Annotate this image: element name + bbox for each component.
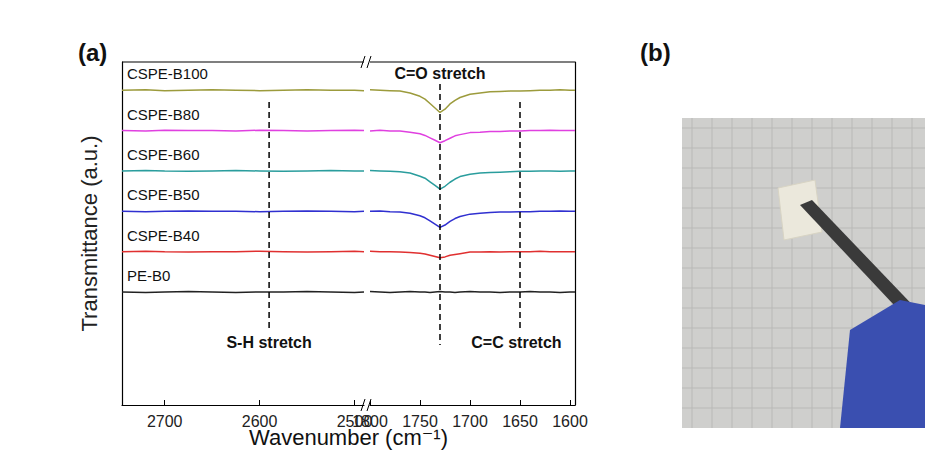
svg-text:CSPE-B100: CSPE-B100 bbox=[127, 65, 208, 82]
svg-text:C=O stretch: C=O stretch bbox=[394, 65, 485, 82]
svg-text:1600: 1600 bbox=[552, 413, 588, 430]
svg-text:Transmittance (a.u.): Transmittance (a.u.) bbox=[77, 135, 102, 331]
svg-text:CSPE-B60: CSPE-B60 bbox=[127, 146, 200, 163]
svg-text:(a): (a) bbox=[78, 39, 107, 66]
svg-text:2700: 2700 bbox=[147, 413, 183, 430]
svg-text:1800: 1800 bbox=[352, 412, 388, 430]
svg-text:CSPE-B50: CSPE-B50 bbox=[127, 186, 200, 203]
svg-text:C=C stretch: C=C stretch bbox=[471, 334, 561, 351]
svg-text:S-H stretch: S-H stretch bbox=[226, 334, 311, 351]
svg-text:CSPE-B80: CSPE-B80 bbox=[127, 106, 200, 123]
svg-text:CSPE-B40: CSPE-B40 bbox=[127, 227, 200, 244]
svg-text:1750: 1750 bbox=[402, 412, 438, 430]
svg-text:(b): (b) bbox=[640, 39, 671, 66]
svg-text:Wavenumber (cm⁻¹): Wavenumber (cm⁻¹) bbox=[249, 425, 448, 450]
svg-text:1700: 1700 bbox=[452, 413, 488, 430]
svg-text:PE-B0: PE-B0 bbox=[127, 267, 170, 284]
svg-text:2600: 2600 bbox=[241, 412, 278, 430]
svg-text:1650: 1650 bbox=[502, 413, 538, 430]
